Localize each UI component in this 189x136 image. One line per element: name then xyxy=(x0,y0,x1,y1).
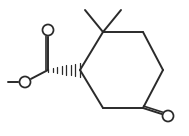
Circle shape xyxy=(43,24,53,35)
Circle shape xyxy=(19,76,30,87)
Circle shape xyxy=(163,110,174,121)
